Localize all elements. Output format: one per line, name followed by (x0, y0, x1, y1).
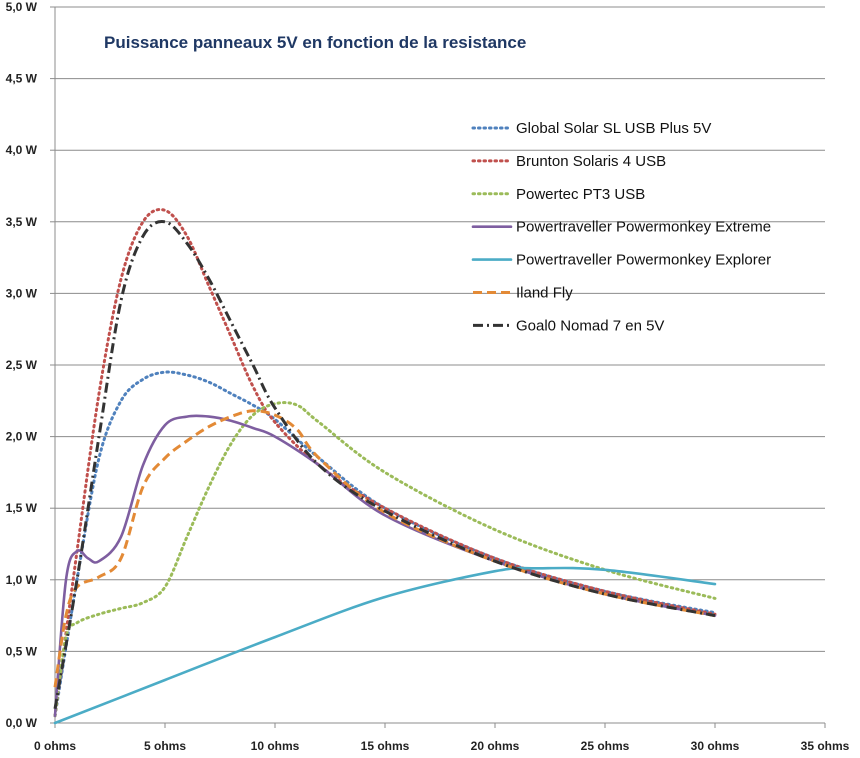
y-tick-label: 4,0 W (6, 143, 38, 157)
y-tick-label: 0,0 W (6, 716, 38, 730)
axes (50, 6, 826, 728)
legend: Global Solar SL USB Plus 5V Brunton Solar… (471, 120, 771, 334)
y-tick-label: 4,5 W (6, 72, 38, 86)
series-line-global-solar-sl-usb-plus-5v (53, 370, 717, 718)
y-tick-labels: 0,0 W 0,5 W 1,0 W 1,5 W 2,0 W 2,5 W 3,0 W 3,5 W… (6, 0, 38, 730)
y-tick-label: 1,0 W (6, 573, 38, 587)
legend-label-powertraveller-powermonkey-extreme: Powertraveller Powermonkey Extreme (516, 219, 771, 236)
y-tick-label: 3,0 W (6, 286, 38, 300)
x-tick-label: 35 ohms (801, 739, 850, 753)
y-tick-label: 5,0 W (6, 0, 38, 14)
series-line-brunton-solaris-4-usb (53, 208, 717, 718)
y-tick-label: 0,5 W (6, 644, 38, 658)
y-tick-label: 1,5 W (6, 501, 38, 515)
x-tick-label: 0 ohms (34, 739, 76, 753)
y-tick-label: 3,5 W (6, 215, 38, 229)
chart-title: Puissance panneaux 5V en fonction de la … (104, 33, 526, 52)
legend-label-iland-fly: Iland Fly (516, 285, 573, 302)
x-tick-label: 15 ohms (361, 739, 410, 753)
series-line-iland-fly (53, 409, 716, 688)
legend-label-powertraveller-powermonkey-explorer: Powertraveller Powermonkey Explorer (516, 252, 771, 269)
legend-label-brunton-solaris-4-usb: Brunton Solaris 4 USB (516, 153, 666, 170)
y-tick-label: 2,5 W (6, 358, 38, 372)
y-tick-label: 2,0 W (6, 430, 38, 444)
series-line-powertraveller-powermonkey-explorer (53, 566, 717, 725)
series-lines (53, 208, 717, 725)
x-tick-label: 30 ohms (691, 739, 740, 753)
x-tick-label: 20 ohms (471, 739, 520, 753)
legend-label-goal0-nomad-7-en-5v: Goal0 Nomad 7 en 5V (516, 317, 664, 334)
legend-label-global-solar-sl-usb-plus-5v: Global Solar SL USB Plus 5V (516, 120, 711, 137)
x-tick-label: 10 ohms (251, 739, 300, 753)
x-tick-labels: 0 ohms 5 ohms 10 ohms 15 ohms 20 ohms 25 ohms… (34, 739, 850, 753)
legend-label-powertec-pt3-usb: Powertec PT3 USB (516, 186, 645, 203)
series-line-powertec-pt3-usb (53, 401, 717, 718)
series-line-powertraveller-powermonkey-extreme (53, 414, 717, 718)
gridlines (55, 6, 825, 652)
series-line-goal0-nomad-7-en-5v (53, 220, 716, 709)
x-tick-label: 25 ohms (581, 739, 630, 753)
x-tick-label: 5 ohms (144, 739, 186, 753)
